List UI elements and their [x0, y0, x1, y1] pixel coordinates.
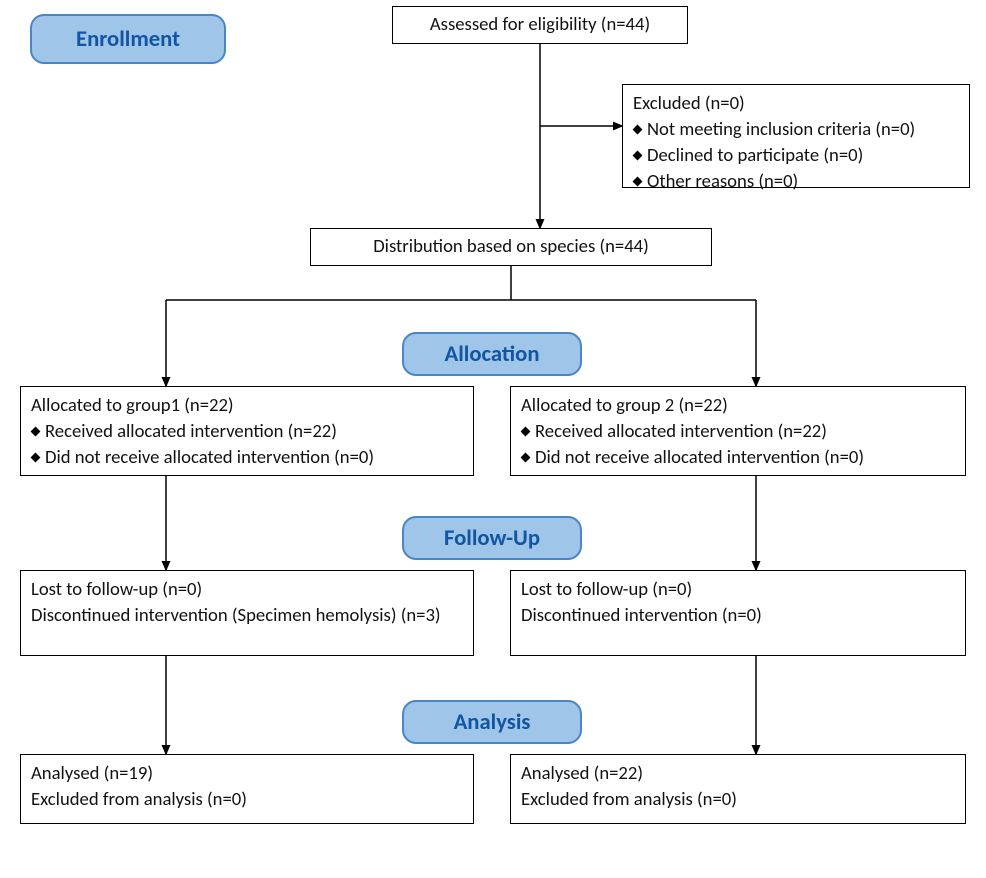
bullet-item: Did not receive allocated intervention (… [521, 445, 955, 471]
bullet-item: Did not receive allocated intervention (… [31, 445, 463, 471]
bullet-item: Not meeting inclusion criteria (n=0) [633, 117, 959, 143]
phase-followup: Follow-Up [402, 516, 582, 560]
phase-label: Allocation [445, 340, 540, 368]
bullet-text: Received allocated intervention (n=22) [45, 420, 337, 443]
box-followup-group1: Lost to follow-up (n=0) Discontinued int… [20, 570, 474, 656]
bullet-item: Other reasons (n=0) [633, 169, 959, 195]
diamond-icon [31, 453, 41, 463]
bullet-item: Received allocated intervention (n=22) [31, 419, 463, 445]
phase-label: Follow-Up [444, 524, 540, 552]
box-distributed: Distribution based on species (n=44) [310, 228, 712, 266]
diamond-icon [31, 427, 41, 437]
diamond-icon [633, 177, 643, 187]
bullet-item: Declined to participate (n=0) [633, 143, 959, 169]
diamond-icon [521, 427, 531, 437]
bullet-item: Received allocated intervention (n=22) [521, 419, 955, 445]
box-line: Discontinued intervention (n=0) [521, 603, 955, 629]
bullet-text: Declined to participate (n=0) [647, 144, 863, 167]
box-analysis-group1: Analysed (n=19) Excluded from analysis (… [20, 754, 474, 824]
phase-label: Enrollment [76, 25, 180, 53]
phase-enrollment: Enrollment [30, 14, 226, 64]
box-title: Allocated to group 2 (n=22) [521, 393, 955, 419]
bullet-text: Did not receive allocated intervention (… [535, 446, 864, 469]
box-title: Allocated to group1 (n=22) [31, 393, 463, 419]
box-assessed: Assessed for eligibility (n=44) [392, 6, 688, 44]
box-line: Excluded from analysis (n=0) [521, 787, 955, 813]
box-line: Analysed (n=19) [31, 761, 463, 787]
bullet-text: Received allocated intervention (n=22) [535, 420, 827, 443]
box-line: Lost to follow-up (n=0) [31, 577, 463, 603]
bullet-text: Did not receive allocated intervention (… [45, 446, 374, 469]
diamond-icon [633, 125, 643, 135]
bullet-text: Not meeting inclusion criteria (n=0) [647, 118, 915, 141]
phase-label: Analysis [454, 708, 531, 736]
diamond-icon [521, 453, 531, 463]
box-text: Distribution based on species (n=44) [373, 234, 649, 260]
box-excluded: Excluded (n=0) Not meeting inclusion cri… [622, 84, 970, 188]
box-followup-group2: Lost to follow-up (n=0) Discontinued int… [510, 570, 966, 656]
phase-analysis: Analysis [402, 700, 582, 744]
diamond-icon [633, 151, 643, 161]
box-alloc-group2: Allocated to group 2 (n=22) Received all… [510, 386, 966, 476]
box-line: Lost to follow-up (n=0) [521, 577, 955, 603]
box-title: Excluded (n=0) [633, 91, 959, 117]
phase-allocation: Allocation [402, 332, 582, 376]
box-text: Assessed for eligibility (n=44) [430, 12, 650, 38]
bullet-text: Other reasons (n=0) [647, 170, 798, 193]
box-line: Discontinued intervention (Specimen hemo… [31, 603, 463, 629]
flowchart-stage: Enrollment Allocation Follow-Up Analysis… [0, 0, 986, 878]
box-alloc-group1: Allocated to group1 (n=22) Received allo… [20, 386, 474, 476]
box-line: Excluded from analysis (n=0) [31, 787, 463, 813]
box-analysis-group2: Analysed (n=22) Excluded from analysis (… [510, 754, 966, 824]
box-line: Analysed (n=22) [521, 761, 955, 787]
